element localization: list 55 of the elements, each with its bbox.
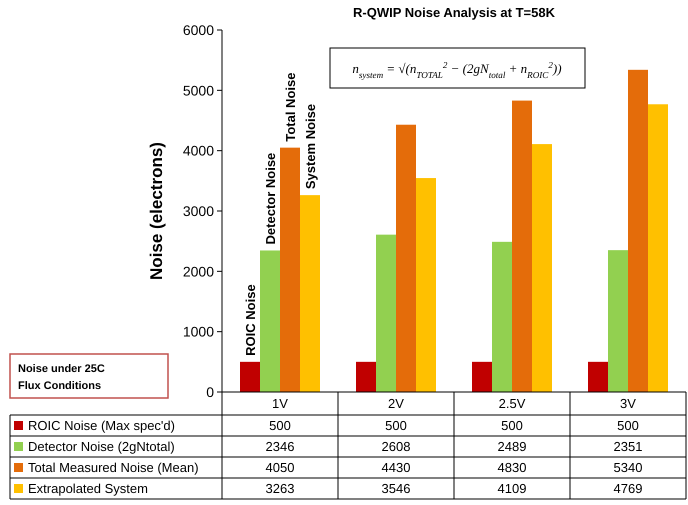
data-label: 2346 [266, 439, 294, 454]
y-tick-label: 2000 [182, 263, 214, 280]
y-tick-label: 6000 [182, 22, 214, 38]
y-axis-title: Noise (electrons) [147, 142, 166, 280]
annotation: ROIC Noise [243, 284, 258, 356]
bar [492, 242, 512, 392]
data-label: 3546 [382, 481, 410, 496]
x-tick-label: 3V [620, 396, 636, 411]
data-label: 5340 [614, 460, 642, 475]
annotation: Detector Noise [263, 152, 278, 244]
text: n$_{system}$ = √(n$_{TOTAL}$$^{2}$ − (2gN$_{total}$ + n$_{ROIC}$$^{2}$)) [352, 60, 562, 80]
bar [532, 144, 552, 392]
y-tick-label: 3000 [182, 203, 214, 219]
chart-title: R-QWIP Noise Analysis at T=58K [353, 5, 556, 20]
bar [280, 148, 300, 392]
bar [648, 104, 668, 392]
x-tick-label: 2.5V [498, 396, 526, 411]
bar [628, 70, 648, 392]
x-tick-label: 2V [388, 396, 404, 411]
y-tick-label: 1000 [182, 324, 214, 340]
bar [396, 124, 416, 392]
y-tick-label: 0 [206, 384, 214, 400]
bar [588, 362, 608, 392]
legend-label: ROIC Noise (Max spec'd) [28, 418, 175, 433]
bar [416, 178, 436, 392]
y-tick-label: 4000 [182, 142, 214, 159]
bar [240, 362, 260, 392]
data-label: 500 [385, 418, 407, 433]
bar [356, 362, 376, 392]
text: Noise under 25C Flux Conditions [18, 363, 105, 392]
legend-label: Extrapolated System [28, 481, 148, 496]
bar [376, 234, 396, 392]
data-label: 3263 [266, 481, 294, 496]
x-tick-label: 1V [272, 396, 288, 411]
data-label: 2489 [498, 439, 526, 454]
bar [472, 362, 492, 392]
data-label: 500 [269, 418, 291, 433]
bar [260, 250, 280, 392]
annotation: System Noise [303, 104, 318, 190]
legend-label: Total Measured Noise (Mean) [28, 460, 199, 475]
data-label: 4430 [382, 460, 410, 475]
data-label: 2351 [614, 439, 642, 454]
data-label: 500 [617, 418, 639, 433]
y-tick-label: 5000 [182, 82, 214, 98]
data-label: 4769 [614, 481, 642, 496]
legend-label: Detector Noise (2gNtotal) [28, 439, 175, 454]
bar [608, 250, 628, 392]
bar [512, 100, 532, 392]
data-label: 4050 [266, 460, 294, 475]
annotation: Total Noise [283, 72, 298, 142]
data-label: 4109 [498, 481, 526, 496]
data-label: 500 [501, 418, 523, 433]
data-label: 2608 [382, 439, 410, 454]
bar [300, 195, 320, 392]
data-label: 4830 [498, 460, 526, 475]
